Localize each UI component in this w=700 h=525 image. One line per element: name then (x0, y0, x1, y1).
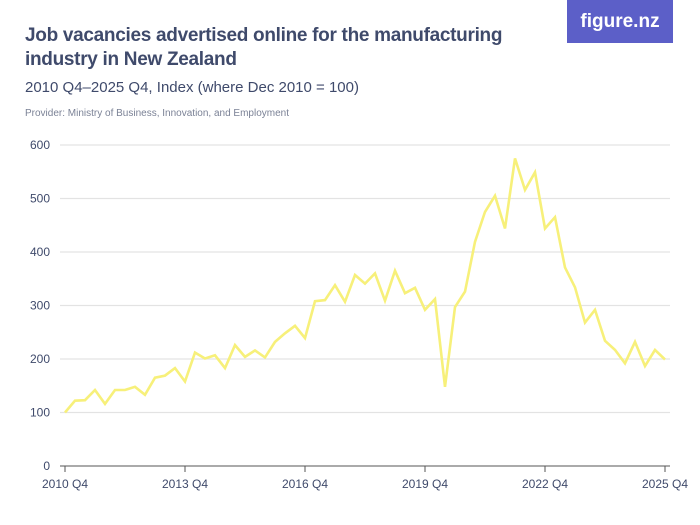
x-tick-label: 2025 Q4 (642, 477, 688, 491)
provider-text: Provider: Ministry of Business, Innovati… (25, 108, 290, 119)
data-line (64, 158, 666, 414)
x-tick-label: 2010 Q4 (42, 477, 88, 491)
y-tick-label: 200 (30, 352, 50, 366)
y-tick-label: 400 (30, 245, 50, 259)
chart-subtitle: 2010 Q4–2025 Q4, Index (where Dec 2010 =… (25, 79, 359, 96)
x-tick-label: 2016 Q4 (282, 477, 328, 491)
y-tick-label: 500 (30, 192, 50, 206)
chart-title: Job vacancies advertised online for the … (25, 25, 503, 70)
figure-nz-logo[interactable]: figure.nz (567, 0, 673, 43)
y-tick-label: 600 (30, 138, 50, 152)
y-tick-label: 100 (30, 406, 50, 420)
x-tick-label: 2013 Q4 (162, 477, 208, 491)
x-tick-label: 2022 Q4 (522, 477, 568, 491)
x-tick-label: 2019 Q4 (402, 477, 448, 491)
y-tick-label: 0 (43, 459, 50, 473)
y-tick-label: 300 (30, 299, 50, 313)
